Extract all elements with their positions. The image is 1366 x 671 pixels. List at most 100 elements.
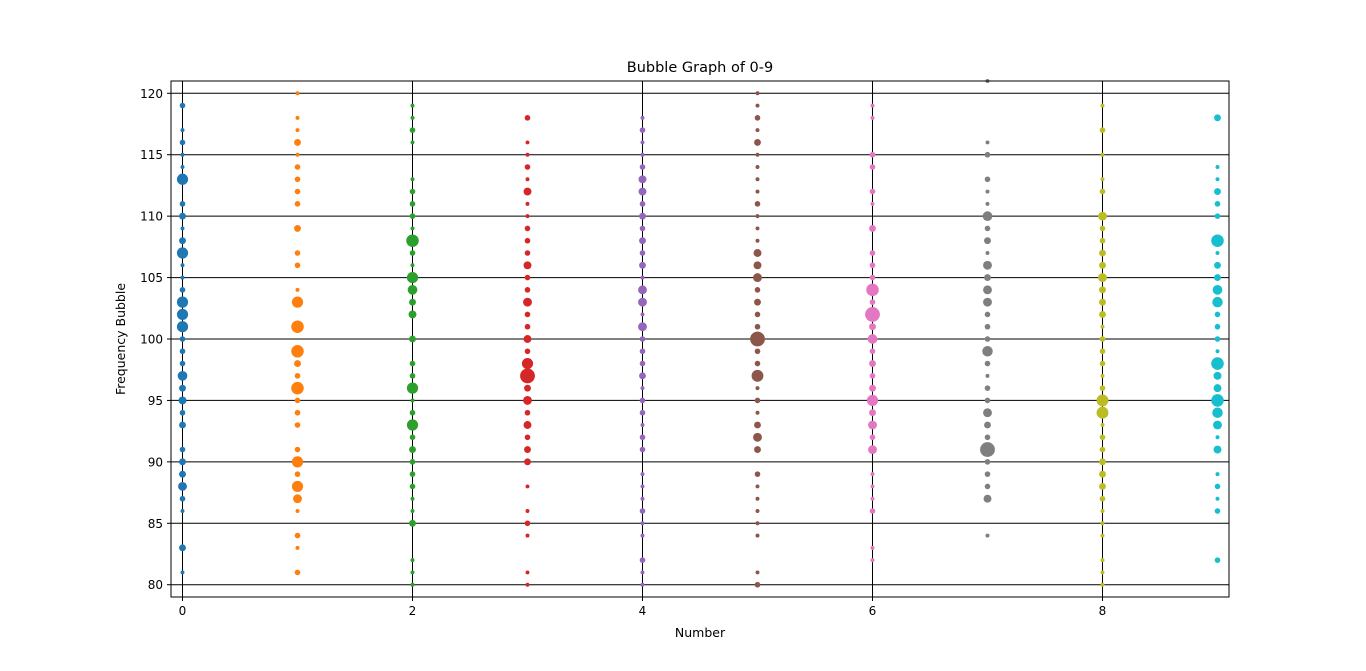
y-tick-label: 100 bbox=[140, 333, 163, 347]
bubble-point bbox=[1214, 261, 1221, 269]
bubble-point bbox=[179, 102, 186, 109]
bubble-point bbox=[1099, 225, 1106, 232]
bubble-point bbox=[294, 262, 301, 269]
bubble-point bbox=[983, 408, 992, 418]
bubble-point bbox=[524, 409, 531, 416]
bubble-point bbox=[985, 533, 990, 538]
bubble-point bbox=[1215, 349, 1220, 354]
bubble-point bbox=[525, 214, 530, 219]
bubble-point bbox=[179, 544, 186, 552]
bubble-point bbox=[525, 177, 530, 182]
x-tick-label: 8 bbox=[1099, 604, 1107, 618]
bubble-point bbox=[180, 128, 185, 133]
bubble-point bbox=[525, 509, 530, 513]
bubble-point bbox=[179, 336, 186, 342]
bubble-point bbox=[870, 484, 875, 489]
bubble-point bbox=[753, 261, 762, 270]
bubble-point bbox=[1099, 249, 1106, 257]
bubble-point bbox=[294, 446, 301, 453]
bubble-point bbox=[639, 250, 646, 256]
bubble-point bbox=[524, 225, 531, 232]
bubble-point bbox=[295, 91, 300, 96]
bubble-point bbox=[639, 164, 646, 170]
bubble-point bbox=[523, 187, 532, 196]
bubble-point bbox=[295, 287, 300, 292]
bubble-point bbox=[525, 140, 530, 145]
bubble-point bbox=[1099, 482, 1106, 490]
bubble-point bbox=[984, 237, 991, 245]
y-tick-label: 110 bbox=[140, 210, 163, 224]
bubble-point bbox=[294, 224, 301, 232]
bubble-point bbox=[1100, 373, 1105, 378]
bubble-point bbox=[985, 373, 990, 378]
bubble-point bbox=[984, 434, 991, 441]
bubble-point bbox=[754, 360, 761, 367]
bubble-point bbox=[179, 384, 186, 392]
bubble-point bbox=[640, 312, 645, 317]
bubble-point bbox=[524, 520, 531, 527]
bubble-point bbox=[291, 480, 304, 493]
bubble-point bbox=[525, 152, 530, 157]
bubble-point bbox=[984, 483, 991, 490]
bubble-point bbox=[638, 285, 647, 295]
x-axis-label: Number bbox=[675, 625, 726, 640]
bubble-point bbox=[179, 212, 186, 220]
bubble-point bbox=[295, 115, 300, 120]
bubble-point bbox=[1096, 406, 1109, 419]
bubble-point bbox=[179, 421, 186, 429]
bubble-point bbox=[179, 409, 186, 416]
y-axis-label: Frequency Bubble bbox=[113, 283, 128, 395]
series-8 bbox=[1096, 103, 1109, 587]
bubble-point bbox=[982, 346, 993, 357]
bubble-point bbox=[410, 103, 415, 108]
bubble-point bbox=[1099, 495, 1106, 502]
bubble-point bbox=[180, 275, 185, 280]
bubble-point bbox=[639, 261, 646, 269]
bubble-point bbox=[1214, 311, 1221, 318]
bubble-point bbox=[524, 274, 531, 281]
bubble-point bbox=[180, 165, 185, 169]
bubble-point bbox=[755, 386, 760, 391]
bubble-point bbox=[1215, 472, 1220, 477]
bubble-point bbox=[754, 471, 761, 477]
bubble-point bbox=[638, 297, 647, 307]
bubble-point bbox=[294, 138, 301, 146]
bubble-point bbox=[638, 175, 647, 184]
bubble-point bbox=[1100, 423, 1105, 427]
bubble-point bbox=[176, 247, 189, 259]
bubble-point bbox=[870, 115, 875, 120]
bubble-point bbox=[179, 287, 186, 293]
bubble-point bbox=[755, 533, 760, 538]
bubble-point bbox=[1212, 285, 1223, 295]
bubble-point bbox=[869, 360, 876, 368]
bubble-point bbox=[294, 188, 301, 195]
bubble-point bbox=[523, 335, 532, 343]
bubble-point bbox=[409, 201, 416, 207]
bubble-point bbox=[869, 434, 876, 441]
bubble-point bbox=[755, 570, 760, 575]
bubble-point bbox=[639, 434, 646, 441]
bubble-point bbox=[754, 201, 761, 207]
bubble-point bbox=[754, 581, 761, 588]
bubble-point bbox=[295, 509, 300, 513]
bubble-point bbox=[409, 188, 416, 195]
bubble-point bbox=[985, 201, 990, 206]
bubble-point bbox=[294, 176, 301, 183]
bubble-point bbox=[409, 483, 416, 490]
bubble-point bbox=[1214, 557, 1221, 563]
bubble-point bbox=[177, 371, 188, 381]
bubble-point bbox=[1099, 127, 1106, 133]
bubble-point bbox=[638, 322, 647, 332]
series-0 bbox=[176, 102, 189, 575]
bubble-point bbox=[409, 446, 416, 454]
bubble-point bbox=[294, 532, 301, 539]
bubble-point bbox=[179, 201, 186, 207]
bubble-point bbox=[639, 372, 646, 380]
bubble-point bbox=[870, 103, 875, 108]
bubble-point bbox=[523, 297, 532, 307]
series-9 bbox=[1211, 114, 1224, 563]
y-tick-label: 80 bbox=[148, 578, 163, 592]
bubble-point bbox=[291, 381, 304, 395]
bubble-point bbox=[1099, 434, 1106, 441]
bubble-point bbox=[524, 434, 531, 441]
